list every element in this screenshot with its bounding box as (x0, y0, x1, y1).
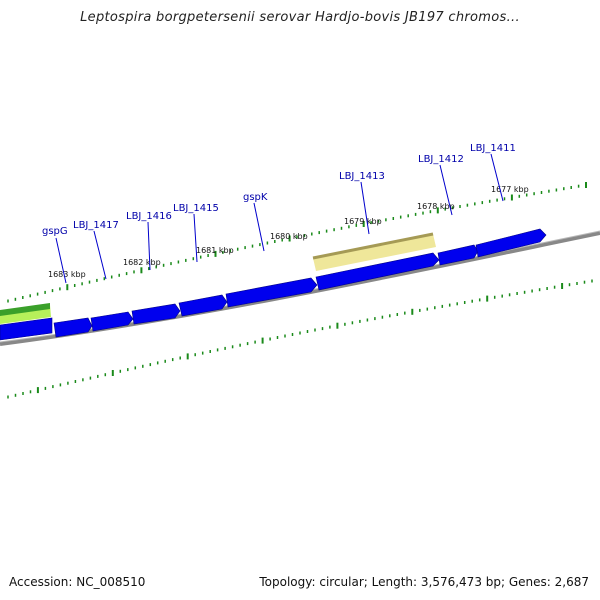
gene-label-gspk[interactable]: gspK (243, 192, 268, 203)
scale-label-1678: 1678 kbp (417, 202, 455, 211)
gene-arrows[interactable] (0, 228, 547, 341)
genome-summary-text: Topology: circular; Length: 3,576,473 bp… (259, 575, 589, 589)
scale-label-1681: 1681 kbp (196, 246, 234, 255)
scale-labels: 1683 kbp 1682 kbp 1681 kbp 1680 kbp 1679… (48, 185, 529, 279)
gene-arrow[interactable] (0, 317, 53, 341)
scale-ticks (7, 182, 593, 399)
highlight-feature[interactable] (312, 232, 436, 271)
gene-label-lbj-1411[interactable]: LBJ_1411 (470, 143, 516, 154)
gene-label-lbj-1415[interactable]: LBJ_1415 (173, 203, 219, 214)
gene-arrow[interactable] (437, 244, 479, 266)
gene-arrow[interactable] (90, 311, 134, 332)
map-title: Leptospira borgpetersenii serovar Hardjo… (80, 10, 520, 25)
gene-label-gspg[interactable]: gspG (42, 226, 68, 237)
gene-label-lines (55, 153, 504, 284)
gene-arrow[interactable] (225, 277, 318, 308)
gene-arrow[interactable] (315, 252, 440, 291)
gene-labels: gspG LBJ_1417 LBJ_1416 LBJ_1415 gspK LBJ… (42, 143, 516, 237)
scale-label-1683: 1683 kbp (48, 270, 86, 279)
gene-arrow[interactable] (131, 303, 181, 325)
scale-label-1679: 1679 kbp (344, 217, 382, 226)
gene-arrow[interactable] (475, 228, 547, 258)
green-track-segment[interactable] (0, 303, 51, 324)
gene-label-lbj-1417[interactable]: LBJ_1417 (73, 220, 119, 231)
scale-label-1682: 1682 kbp (123, 258, 161, 267)
accession-text: Accession: NC_008510 (9, 575, 146, 589)
gene-label-lbj-1412[interactable]: LBJ_1412 (418, 154, 464, 165)
gene-arrow[interactable] (178, 294, 228, 317)
scale-label-1680: 1680 kbp (270, 232, 308, 241)
gene-label-lbj-1416[interactable]: LBJ_1416 (126, 211, 172, 222)
gene-label-lbj-1413[interactable]: LBJ_1413 (339, 171, 385, 182)
gene-arrow[interactable] (53, 317, 93, 338)
scale-label-1677: 1677 kbp (491, 185, 529, 194)
